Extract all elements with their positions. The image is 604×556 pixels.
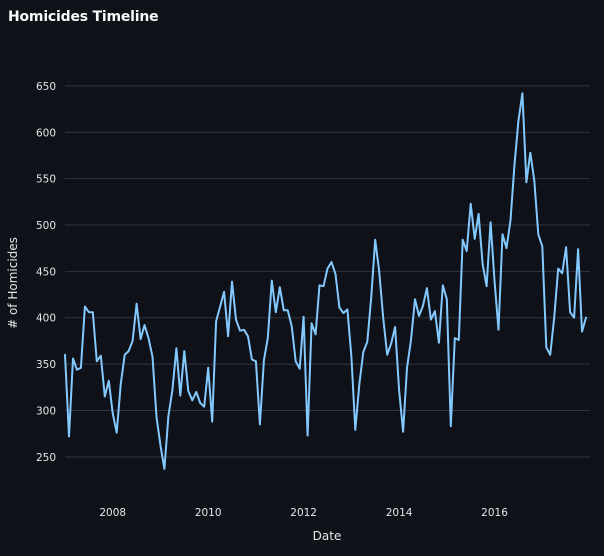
- series-line: [64, 92, 587, 470]
- y-tick-label: 400: [36, 313, 56, 325]
- y-tick-label: 600: [36, 127, 56, 139]
- y-tick-label: 300: [36, 405, 56, 417]
- x-tick-label: 2010: [195, 507, 222, 519]
- x-axis-ticks: 2008 2010 2012 2014 2016: [99, 507, 508, 519]
- y-tick-label: 350: [36, 359, 56, 371]
- y-tick-label: 650: [36, 81, 56, 93]
- x-axis-title: Date: [313, 529, 342, 543]
- x-tick-label: 2014: [386, 507, 413, 519]
- x-tick-label: 2012: [290, 507, 317, 519]
- chart-title: Homicides Timeline: [8, 9, 159, 25]
- x-tick-label: 2016: [481, 507, 508, 519]
- series-group: [64, 92, 587, 470]
- y-axis-ticks: 250 300 350 400 450 500 550 600 650: [36, 81, 56, 464]
- y-tick-label: 250: [36, 452, 56, 464]
- y-axis-title: # of Homicides: [6, 237, 20, 329]
- y-tick-label: 500: [36, 220, 56, 232]
- y-tick-label: 550: [36, 174, 56, 186]
- x-tick-label: 2008: [99, 507, 126, 519]
- y-tick-label: 450: [36, 266, 56, 278]
